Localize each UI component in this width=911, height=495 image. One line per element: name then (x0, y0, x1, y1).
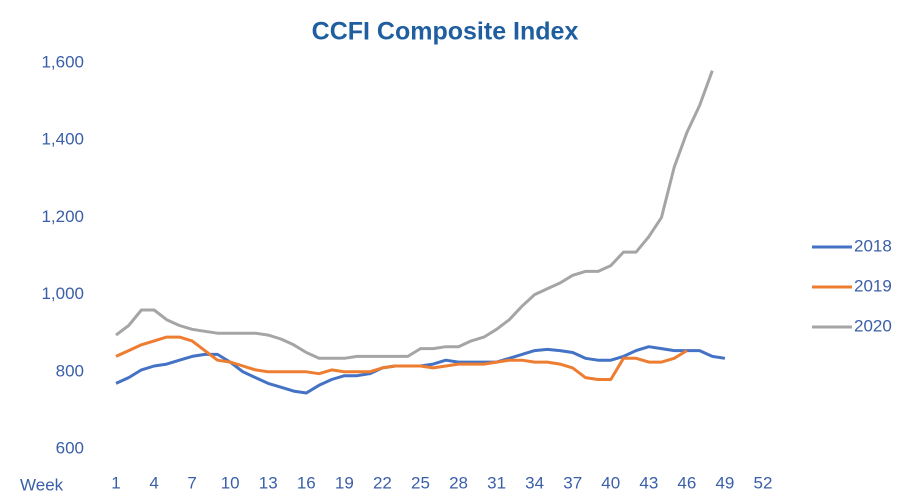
x-tick-label: 4 (149, 473, 158, 492)
y-tick-label: 600 (56, 438, 84, 457)
y-tick-label: 1,000 (41, 284, 84, 303)
series-line (115, 70, 714, 360)
x-tick-label: 37 (563, 473, 582, 492)
chart-title: CCFI Composite Index (312, 18, 579, 46)
legend-label: 2019 (854, 276, 892, 295)
x-tick-label: 25 (411, 473, 430, 492)
x-tick-label: 16 (297, 473, 316, 492)
y-tick-label: 1,200 (41, 207, 84, 226)
x-tick-label: 22 (373, 473, 392, 492)
x-tick-label: 34 (525, 473, 544, 492)
x-tick-label: 46 (677, 473, 696, 492)
x-tick-label: 10 (221, 473, 240, 492)
x-tick-label: 13 (259, 473, 278, 492)
x-tick-label: 7 (187, 473, 196, 492)
series-line (115, 335, 688, 381)
y-tick-label: 800 (56, 361, 84, 380)
x-tick-label: 19 (335, 473, 354, 492)
legend-label: 2020 (854, 316, 892, 335)
legend-label: 2018 (854, 236, 892, 255)
x-tick-label: 1 (111, 473, 120, 492)
x-axis-label: Week (20, 475, 64, 494)
x-tick-label: 31 (487, 473, 506, 492)
y-tick-label: 1,400 (41, 130, 84, 149)
x-tick-label: 28 (449, 473, 468, 492)
y-tick-label: 1,600 (41, 52, 84, 71)
x-tick-label: 49 (715, 473, 734, 492)
x-tick-label: 40 (601, 473, 620, 492)
x-tick-label: 43 (639, 473, 658, 492)
x-tick-label: 52 (754, 473, 773, 492)
